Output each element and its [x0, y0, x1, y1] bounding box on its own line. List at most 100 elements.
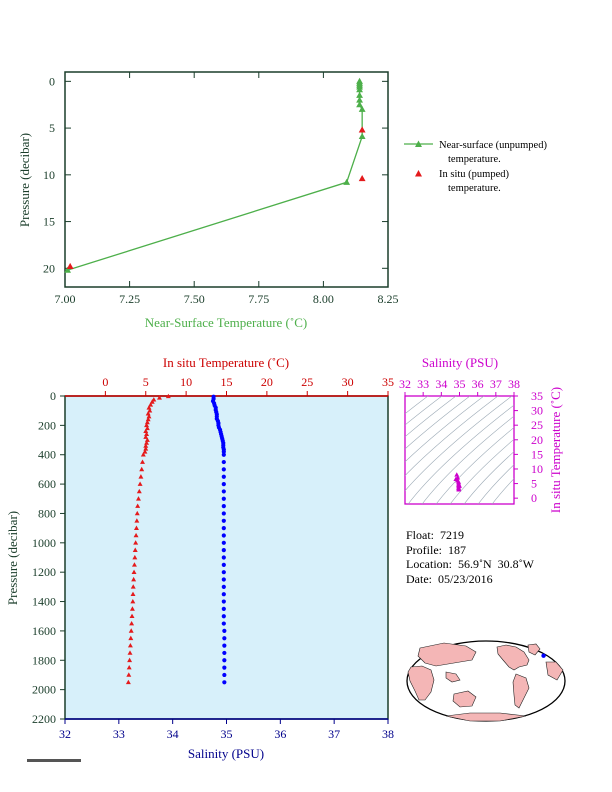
ts-x-tick-label: 34 — [435, 377, 447, 391]
temperature-point — [146, 405, 152, 410]
salinity-point — [221, 496, 226, 501]
density-contour — [405, 396, 471, 450]
temp-tick-label: 0 — [102, 375, 108, 389]
salinity-point — [221, 577, 226, 582]
footer-stamp-mark — [27, 759, 81, 762]
ts-x-tick-label: 36 — [472, 377, 484, 391]
temperature-point — [143, 446, 149, 451]
legend-label-in-situ-line1: In situ (pumped) — [439, 169, 509, 180]
near-surface-point — [343, 178, 351, 185]
profile-number: Profile: 187 — [406, 542, 466, 557]
x-tick-label: 8.25 — [378, 292, 399, 306]
ts-y-label: In situ Temperature (˚C) — [548, 387, 563, 513]
temperature-point — [144, 419, 150, 425]
y-tick-label: 0 — [49, 74, 55, 88]
temperature-point — [148, 402, 154, 407]
pressure-tick-label: 1200 — [32, 565, 56, 579]
salinity-point — [221, 555, 226, 560]
salinity-point — [221, 449, 226, 454]
salinity-point — [222, 636, 227, 641]
ts-y-tick-label: 0 — [531, 491, 537, 505]
in-situ-point — [358, 174, 366, 182]
temperature-point — [127, 650, 133, 655]
land-asia — [417, 642, 477, 667]
in-situ-point — [66, 262, 74, 269]
temperature-point — [146, 413, 152, 419]
near-surface-x-label: Near-Surface Temperature (˚C) — [145, 315, 307, 330]
temperature-point — [127, 657, 133, 663]
temperature-point — [149, 399, 155, 404]
salinity-point — [221, 452, 226, 457]
legend-label-in-situ: In situ (pumped) temperature. — [439, 169, 512, 194]
temperature-point — [130, 591, 136, 597]
ts-point — [453, 476, 459, 482]
legend-label-near-surface-line1: Near-surface (unpumped) — [439, 140, 547, 151]
temperature-point — [136, 488, 142, 494]
legend-marker-near-surface — [415, 140, 422, 147]
salinity-tick-label: 35 — [221, 727, 233, 741]
legend-label-near-surface: Near-surface (unpumped) temperature. — [439, 140, 550, 165]
temperature-point — [131, 569, 137, 575]
ts-x-label: Salinity (PSU) — [422, 355, 498, 370]
ts-point — [454, 472, 460, 477]
temperature-point — [142, 449, 148, 454]
y-tick-label: 5 — [49, 121, 55, 135]
near-surface-point — [64, 266, 72, 273]
salinity-point — [222, 672, 227, 678]
temperature-point — [132, 554, 138, 560]
in-situ-point — [358, 126, 366, 133]
salinity-point — [221, 614, 226, 619]
density-contour — [491, 478, 514, 504]
near-surface-point — [356, 96, 363, 103]
temperature-point — [144, 437, 150, 442]
y-tick-label: 10 — [43, 168, 55, 182]
temperature-point — [133, 525, 139, 530]
profile-date: Date: 05/23/2016 — [406, 571, 493, 586]
ts-y-tick-label: 15 — [531, 447, 543, 461]
map-landmasses — [407, 642, 564, 722]
temperature-x-label: In situ Temperature (˚C) — [163, 355, 289, 370]
near-surface-plot-frame — [64, 71, 389, 288]
land-australia — [452, 690, 477, 708]
salinity-point — [221, 518, 226, 523]
temp-tick-label: 10 — [180, 375, 192, 389]
density-contour — [477, 464, 514, 504]
float-info: Float: 7219 Profile: 187 Location: 56.9˚… — [406, 528, 534, 586]
ts-y-tick-label: 5 — [531, 477, 537, 491]
salinity-point — [222, 665, 227, 670]
temperature-point — [140, 459, 145, 464]
density-contour — [463, 451, 514, 504]
salinity-tick-label: 37 — [328, 727, 340, 741]
temperature-point — [135, 503, 141, 508]
ts-y-tick-label: 10 — [531, 462, 543, 476]
temperature-point — [143, 428, 149, 434]
ts-x-tick-label: 37 — [490, 377, 502, 391]
salinity-point — [221, 570, 226, 575]
pressure-tick-label: 1600 — [32, 624, 56, 638]
temperature-point — [133, 532, 139, 538]
temperature-point — [144, 422, 150, 428]
x-tick-label: 7.75 — [248, 292, 269, 306]
temp-tick-label: 5 — [143, 375, 149, 389]
salinity-point — [221, 504, 226, 509]
density-contour — [405, 396, 485, 463]
pressure-tick-label: 400 — [38, 448, 56, 462]
ts-x-tick-label: 35 — [454, 377, 466, 391]
density-contour — [421, 415, 514, 504]
temperature-point — [165, 393, 171, 399]
land-south-america — [512, 673, 530, 709]
temperature-point — [131, 576, 137, 582]
temperature-point — [126, 672, 132, 677]
x-tick-label: 7.00 — [55, 292, 76, 306]
land-europe-africa — [407, 665, 435, 701]
ts-x-tick-label: 32 — [399, 377, 411, 391]
near-surface-point — [356, 101, 363, 108]
temperature-point — [137, 481, 143, 486]
temperature-point — [138, 474, 144, 479]
land-antarctica — [445, 712, 527, 722]
ts-x-tick-label: 38 — [508, 377, 520, 391]
near-surface-point — [356, 86, 363, 93]
salinity-tick-label: 36 — [274, 727, 286, 741]
y-tick-label: 20 — [43, 261, 55, 275]
